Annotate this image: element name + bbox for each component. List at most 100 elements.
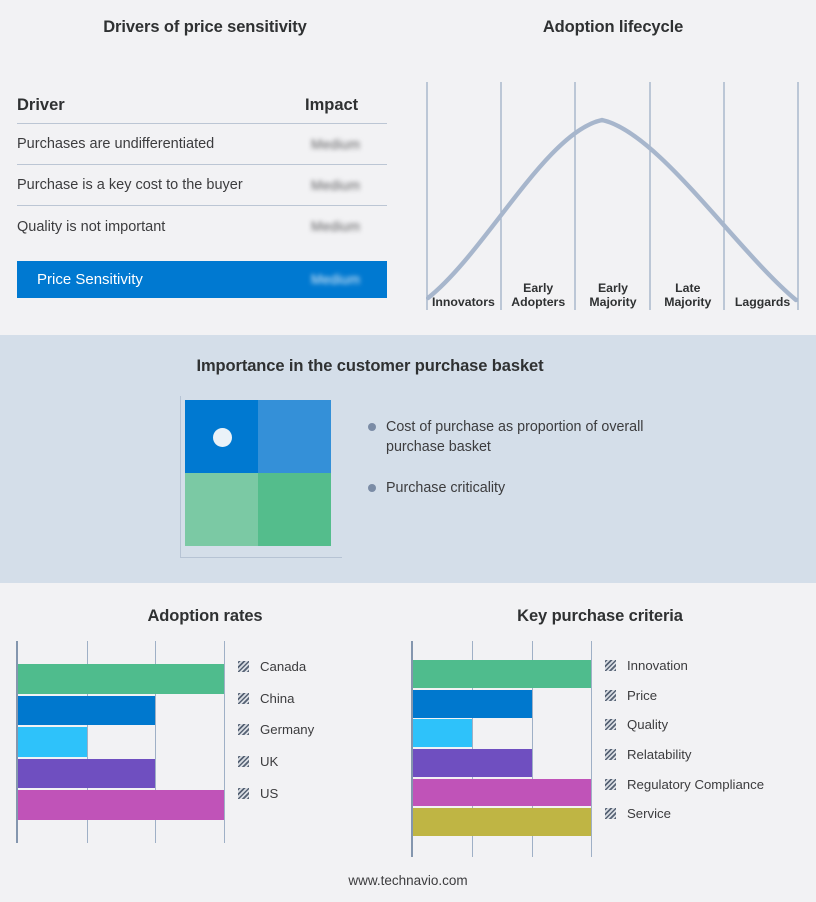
lifecycle-curve [426,117,799,303]
hatch-swatch-icon [238,692,249,704]
chart-bar [18,695,156,726]
stage-line2: Majority [664,295,712,309]
drivers-table: Driver Impact Purchases are undifferenti… [17,88,387,298]
legend-label: Price [627,687,658,703]
stage-line1: Early [523,281,554,295]
key-purchase-criteria-legend: Innovation Price Quality Relatability Regula… [605,651,764,828]
hatch-swatch-icon [605,660,616,672]
legend-item: UK [238,746,314,778]
chart-bar [18,664,224,694]
chart-bar [18,790,224,820]
driver-label: Quality is not important [17,218,166,235]
chart-y-axis [411,641,413,857]
stage-line2: Majority [589,295,637,309]
legend-label: Germany [260,722,315,738]
column-header-driver: Driver [17,96,65,114]
stage-line2: Adopters [511,295,566,309]
adoption-plot-area [16,641,225,843]
drivers-panel: Drivers of price sensitivity Driver Impa… [0,0,410,335]
lifecycle-stage-labels: Innovators Early Adopters Early Majority… [426,268,800,312]
driver-label: Purchases are undifferentiated [17,136,215,152]
table-header-row: Driver Impact [17,88,387,124]
legend-item: Germany [238,714,314,746]
adoption-lifecycle-title: Adoption lifecycle [542,18,684,36]
adoption-lifecycle-chart [426,82,799,310]
impact-value: Medium [311,136,361,152]
hatch-swatch-icon [605,749,616,761]
bullet-icon [368,484,376,492]
summary-impact-value: Medium [311,272,361,287]
hatch-swatch-icon [605,719,616,731]
legend-label: Purchase criticality [386,480,506,496]
legend-item: US [238,777,314,809]
chart-gridline [591,641,592,857]
matrix-quadrant-bottom-left [185,473,258,546]
impact-value: Medium [311,219,361,234]
stage-line2: Laggards [734,295,791,309]
hatch-swatch-icon [605,778,616,790]
stage-line1: Early [597,281,629,295]
legend-item: Relatability [605,740,764,770]
key-purchase-criteria-panel: Key purchase criteria Innovation Price Qua… [400,583,816,902]
drivers-title: Drivers of price sensitivity [103,18,307,36]
purchase-basket-panel: Importance in the customer purchase bask… [0,335,816,583]
legend-label: Canada [260,659,307,675]
chart-bar [413,719,473,748]
chart-bar [18,727,87,757]
adoption-rates-chart [16,641,226,843]
hatch-swatch-icon [605,808,616,820]
legend-label: Quality [627,717,669,733]
footer-url: www.technavio.com [348,873,468,888]
adoption-rates-legend: Canada China Germany UK US [238,651,314,809]
hatch-swatch-icon [605,689,616,701]
hatch-swatch-icon [238,724,249,736]
adoption-lifecycle-panel: Adoption lifecycle Innovators Early Adop… [410,0,816,335]
table-row: Purchases are undifferentiated Medium [17,124,387,165]
legend-label: China [260,690,295,706]
purchase-basket-legend: Cost of purchase as proportion of overal… [368,417,698,519]
legend-item: Purchase criticality [368,478,698,498]
key-purchase-criteria-chart [411,641,593,857]
chart-bar [413,689,532,718]
lifecycle-stage-late-majority: Late Majority [650,268,725,312]
legend-label: Regulatory Compliance [627,776,765,792]
table-row: Quality is not important Medium [17,206,387,247]
adoption-rates-panel: Adoption rates Canada China Germany UK US [0,583,410,902]
criteria-plot-area [411,641,592,857]
chart-gridline [155,641,157,843]
table-row: Purchase is a key cost to the buyer Medi… [17,165,387,206]
chart-bar [18,758,156,789]
legend-label: UK [260,753,279,769]
stage-line1: Late [675,281,701,295]
legend-label: Relatability [627,747,692,763]
chart-y-axis [16,641,18,843]
legend-label: Cost of purchase as proportion of overal… [386,419,644,455]
chart-bar [413,660,591,689]
purchase-basket-title: Importance in the customer purchase bask… [196,357,544,375]
lifecycle-stage-early-adopters: Early Adopters [501,268,576,312]
chart-gridline [86,641,88,843]
key-purchase-criteria-title: Key purchase criteria [517,607,683,625]
legend-label: Innovation [627,658,688,674]
chart-gridline [531,641,533,857]
chart-bar [413,749,532,777]
lifecycle-gridlines [426,82,799,310]
bullet-icon [368,423,376,431]
legend-item: Service [605,799,764,829]
matrix-quadrant-top-right [258,400,331,473]
matrix-position-marker [213,428,232,447]
adoption-rates-title: Adoption rates [147,607,263,625]
legend-item: Regulatory Compliance [605,769,764,799]
legend-item: Canada [238,651,314,683]
chart-bar [413,778,591,807]
stage-line2: Innovators [431,295,495,309]
legend-label: Service [627,806,671,822]
legend-item: China [238,683,314,715]
price-sensitivity-summary-row: Price Sensitivity Medium [17,261,387,298]
column-header-impact: Impact [305,96,359,114]
legend-item: Price [605,681,764,711]
matrix-quadrant-bottom-right [258,473,331,546]
legend-item: Innovation [605,651,764,681]
lifecycle-stage-innovators: Innovators [426,268,501,312]
